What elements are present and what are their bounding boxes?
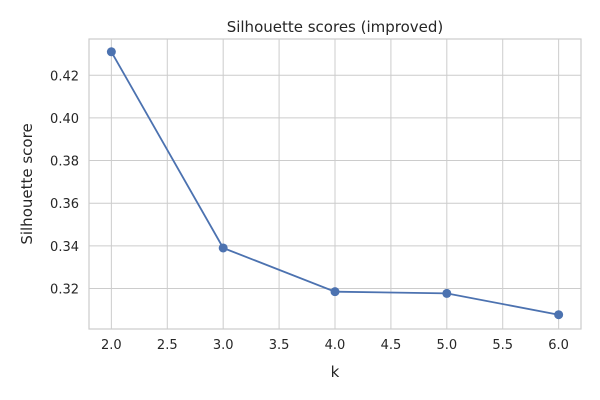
x-tick-label: 2.5 [157,338,178,353]
x-tick-label: 5.5 [492,338,513,353]
data-point [218,243,228,253]
chart-title: Silhouette scores (improved) [227,18,444,36]
x-tick-labels: 2.0 2.5 3.0 3.5 4.0 4.5 5.0 5.5 6.0 [101,338,569,353]
y-tick-labels: 0.32 0.34 0.36 0.38 0.40 0.42 [50,69,79,297]
x-tick-label: 5.0 [436,338,457,353]
x-axis-label: k [331,363,340,381]
y-tick-label: 0.42 [50,69,79,84]
grid-lines [89,39,581,329]
data-point [554,310,564,320]
data-point [330,287,340,297]
plot-frame [88,38,582,330]
x-tick-label: 4.5 [381,338,402,353]
y-tick-label: 0.36 [50,197,79,212]
data-point [106,47,116,57]
x-tick-label: 6.0 [548,338,569,353]
y-tick-label: 0.34 [50,240,79,255]
x-tick-label: 3.0 [213,338,234,353]
data-point [442,288,452,298]
x-tick-label: 2.0 [101,338,122,353]
y-axis-label: Silhouette score [18,123,36,244]
series-layer [106,47,564,320]
x-tick-label: 3.5 [269,338,290,353]
y-tick-label: 0.40 [50,112,79,127]
x-tick-label: 4.0 [325,338,346,353]
y-tick-label: 0.38 [50,155,79,170]
y-tick-label: 0.32 [50,282,79,297]
